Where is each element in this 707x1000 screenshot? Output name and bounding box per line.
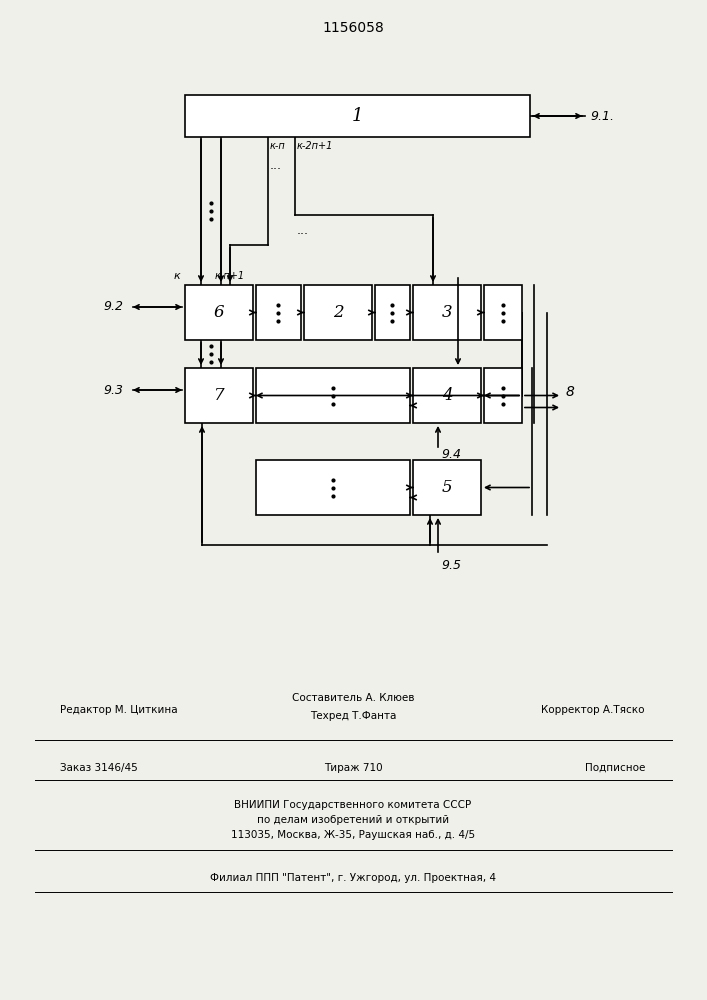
Text: Корректор А.Тяско: Корректор А.Тяско: [542, 705, 645, 715]
Text: 113035, Москва, Ж-35, Раушская наб., д. 4/5: 113035, Москва, Ж-35, Раушская наб., д. …: [231, 830, 475, 840]
Text: 1: 1: [352, 107, 363, 125]
Text: ...: ...: [270, 159, 282, 172]
Text: 9.4: 9.4: [441, 448, 461, 461]
Bar: [185, 285, 253, 340]
Text: к: к: [173, 271, 180, 281]
Bar: [185, 95, 530, 137]
Text: Составитель А. Клюев: Составитель А. Клюев: [292, 693, 414, 703]
Bar: [256, 368, 410, 423]
Text: к-п: к-п: [270, 141, 286, 151]
Text: Тираж 710: Тираж 710: [324, 763, 382, 773]
Text: 9.2: 9.2: [103, 300, 123, 314]
Text: Филиал ППП "Патент", г. Ужгород, ул. Проектная, 4: Филиал ППП "Патент", г. Ужгород, ул. Про…: [210, 873, 496, 883]
Text: 2: 2: [333, 304, 344, 321]
Bar: [413, 460, 481, 515]
Bar: [304, 285, 372, 340]
Text: 8: 8: [566, 385, 575, 399]
Bar: [484, 285, 522, 340]
Text: ВНИИПИ Государственного комитета СССР: ВНИИПИ Государственного комитета СССР: [235, 800, 472, 810]
Text: 4: 4: [442, 387, 452, 404]
Text: по делам изобретений и открытий: по делам изобретений и открытий: [257, 815, 449, 825]
Text: Техред Т.Фанта: Техред Т.Фанта: [310, 711, 396, 721]
Text: Подписное: Подписное: [585, 763, 645, 773]
Bar: [256, 460, 410, 515]
Text: ...: ...: [297, 224, 309, 236]
Text: к-п+1: к-п+1: [215, 271, 245, 281]
Bar: [413, 285, 481, 340]
Text: 9.3: 9.3: [103, 383, 123, 396]
Text: 9.5: 9.5: [441, 559, 461, 572]
Text: 1156058: 1156058: [322, 21, 384, 35]
Bar: [185, 368, 253, 423]
Text: 3: 3: [442, 304, 452, 321]
Text: 9.1.: 9.1.: [590, 109, 614, 122]
Text: Заказ 3146/45: Заказ 3146/45: [60, 763, 138, 773]
Bar: [413, 368, 481, 423]
Bar: [256, 285, 301, 340]
Text: 7: 7: [214, 387, 224, 404]
Text: к-2п+1: к-2п+1: [297, 141, 334, 151]
Text: 5: 5: [442, 479, 452, 496]
Text: Редактор М. Циткина: Редактор М. Циткина: [60, 705, 177, 715]
Bar: [484, 368, 522, 423]
Bar: [375, 285, 410, 340]
Text: 6: 6: [214, 304, 224, 321]
